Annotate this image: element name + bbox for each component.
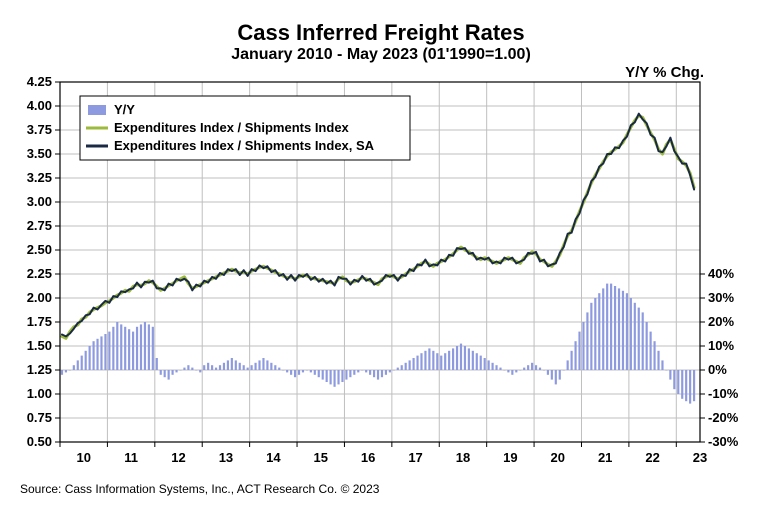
svg-text:30%: 30%: [708, 290, 734, 305]
svg-text:4.00: 4.00: [27, 98, 52, 113]
svg-text:2.75: 2.75: [27, 218, 52, 233]
svg-text:1.75: 1.75: [27, 314, 52, 329]
svg-text:2.50: 2.50: [27, 242, 52, 257]
svg-text:2.25: 2.25: [27, 266, 52, 281]
chart-container: { "title": "Cass Inferred Freight Rates"…: [0, 0, 762, 506]
chart-plot: 0.50 0.75 1.00 1.25 1.50 1.75 2.00 2.25 2.50 2.75…: [0, 72, 762, 482]
svg-text:11: 11: [124, 450, 138, 465]
chart-subtitle: January 2010 - May 2023 (01'1990=1.00): [0, 46, 762, 64]
svg-text:Y/Y: Y/Y: [114, 102, 135, 117]
svg-text:16: 16: [361, 450, 375, 465]
svg-text:1.50: 1.50: [27, 338, 52, 353]
svg-text:40%: 40%: [708, 266, 734, 281]
svg-text:12: 12: [171, 450, 185, 465]
svg-text:0%: 0%: [708, 362, 727, 377]
svg-text:3.25: 3.25: [27, 170, 52, 185]
svg-text:2.00: 2.00: [27, 290, 52, 305]
svg-text:22: 22: [645, 450, 659, 465]
svg-text:14: 14: [266, 450, 281, 465]
svg-text:10%: 10%: [708, 338, 734, 353]
svg-text:1.00: 1.00: [27, 386, 52, 401]
svg-text:17: 17: [408, 450, 422, 465]
svg-text:4.25: 4.25: [27, 74, 52, 89]
svg-text:Expenditures Index / Shipments: Expenditures Index / Shipments Index, SA: [114, 138, 375, 153]
svg-text:0.75: 0.75: [27, 410, 52, 425]
svg-text:18: 18: [456, 450, 470, 465]
svg-text:Expenditures Index / Shipments: Expenditures Index / Shipments Index: [114, 120, 350, 135]
svg-text:23: 23: [693, 450, 707, 465]
svg-text:20: 20: [551, 450, 565, 465]
svg-text:21: 21: [598, 450, 612, 465]
svg-text:-10%: -10%: [708, 386, 739, 401]
svg-text:-30%: -30%: [708, 434, 739, 449]
svg-text:3.00: 3.00: [27, 194, 52, 209]
chart-title: Cass Inferred Freight Rates: [0, 20, 762, 45]
source-text: Source: Cass Information Systems, Inc., …: [20, 482, 379, 496]
svg-text:15: 15: [314, 450, 328, 465]
svg-text:19: 19: [503, 450, 517, 465]
svg-text:13: 13: [219, 450, 233, 465]
svg-text:-20%: -20%: [708, 410, 739, 425]
svg-text:20%: 20%: [708, 314, 734, 329]
legend: Y/Y Expenditures Index / Shipments Index E…: [80, 96, 410, 160]
svg-text:0.50: 0.50: [27, 434, 52, 449]
svg-text:3.50: 3.50: [27, 146, 52, 161]
svg-text:1.25: 1.25: [27, 362, 52, 377]
svg-text:3.75: 3.75: [27, 122, 52, 137]
svg-text:10: 10: [76, 450, 90, 465]
